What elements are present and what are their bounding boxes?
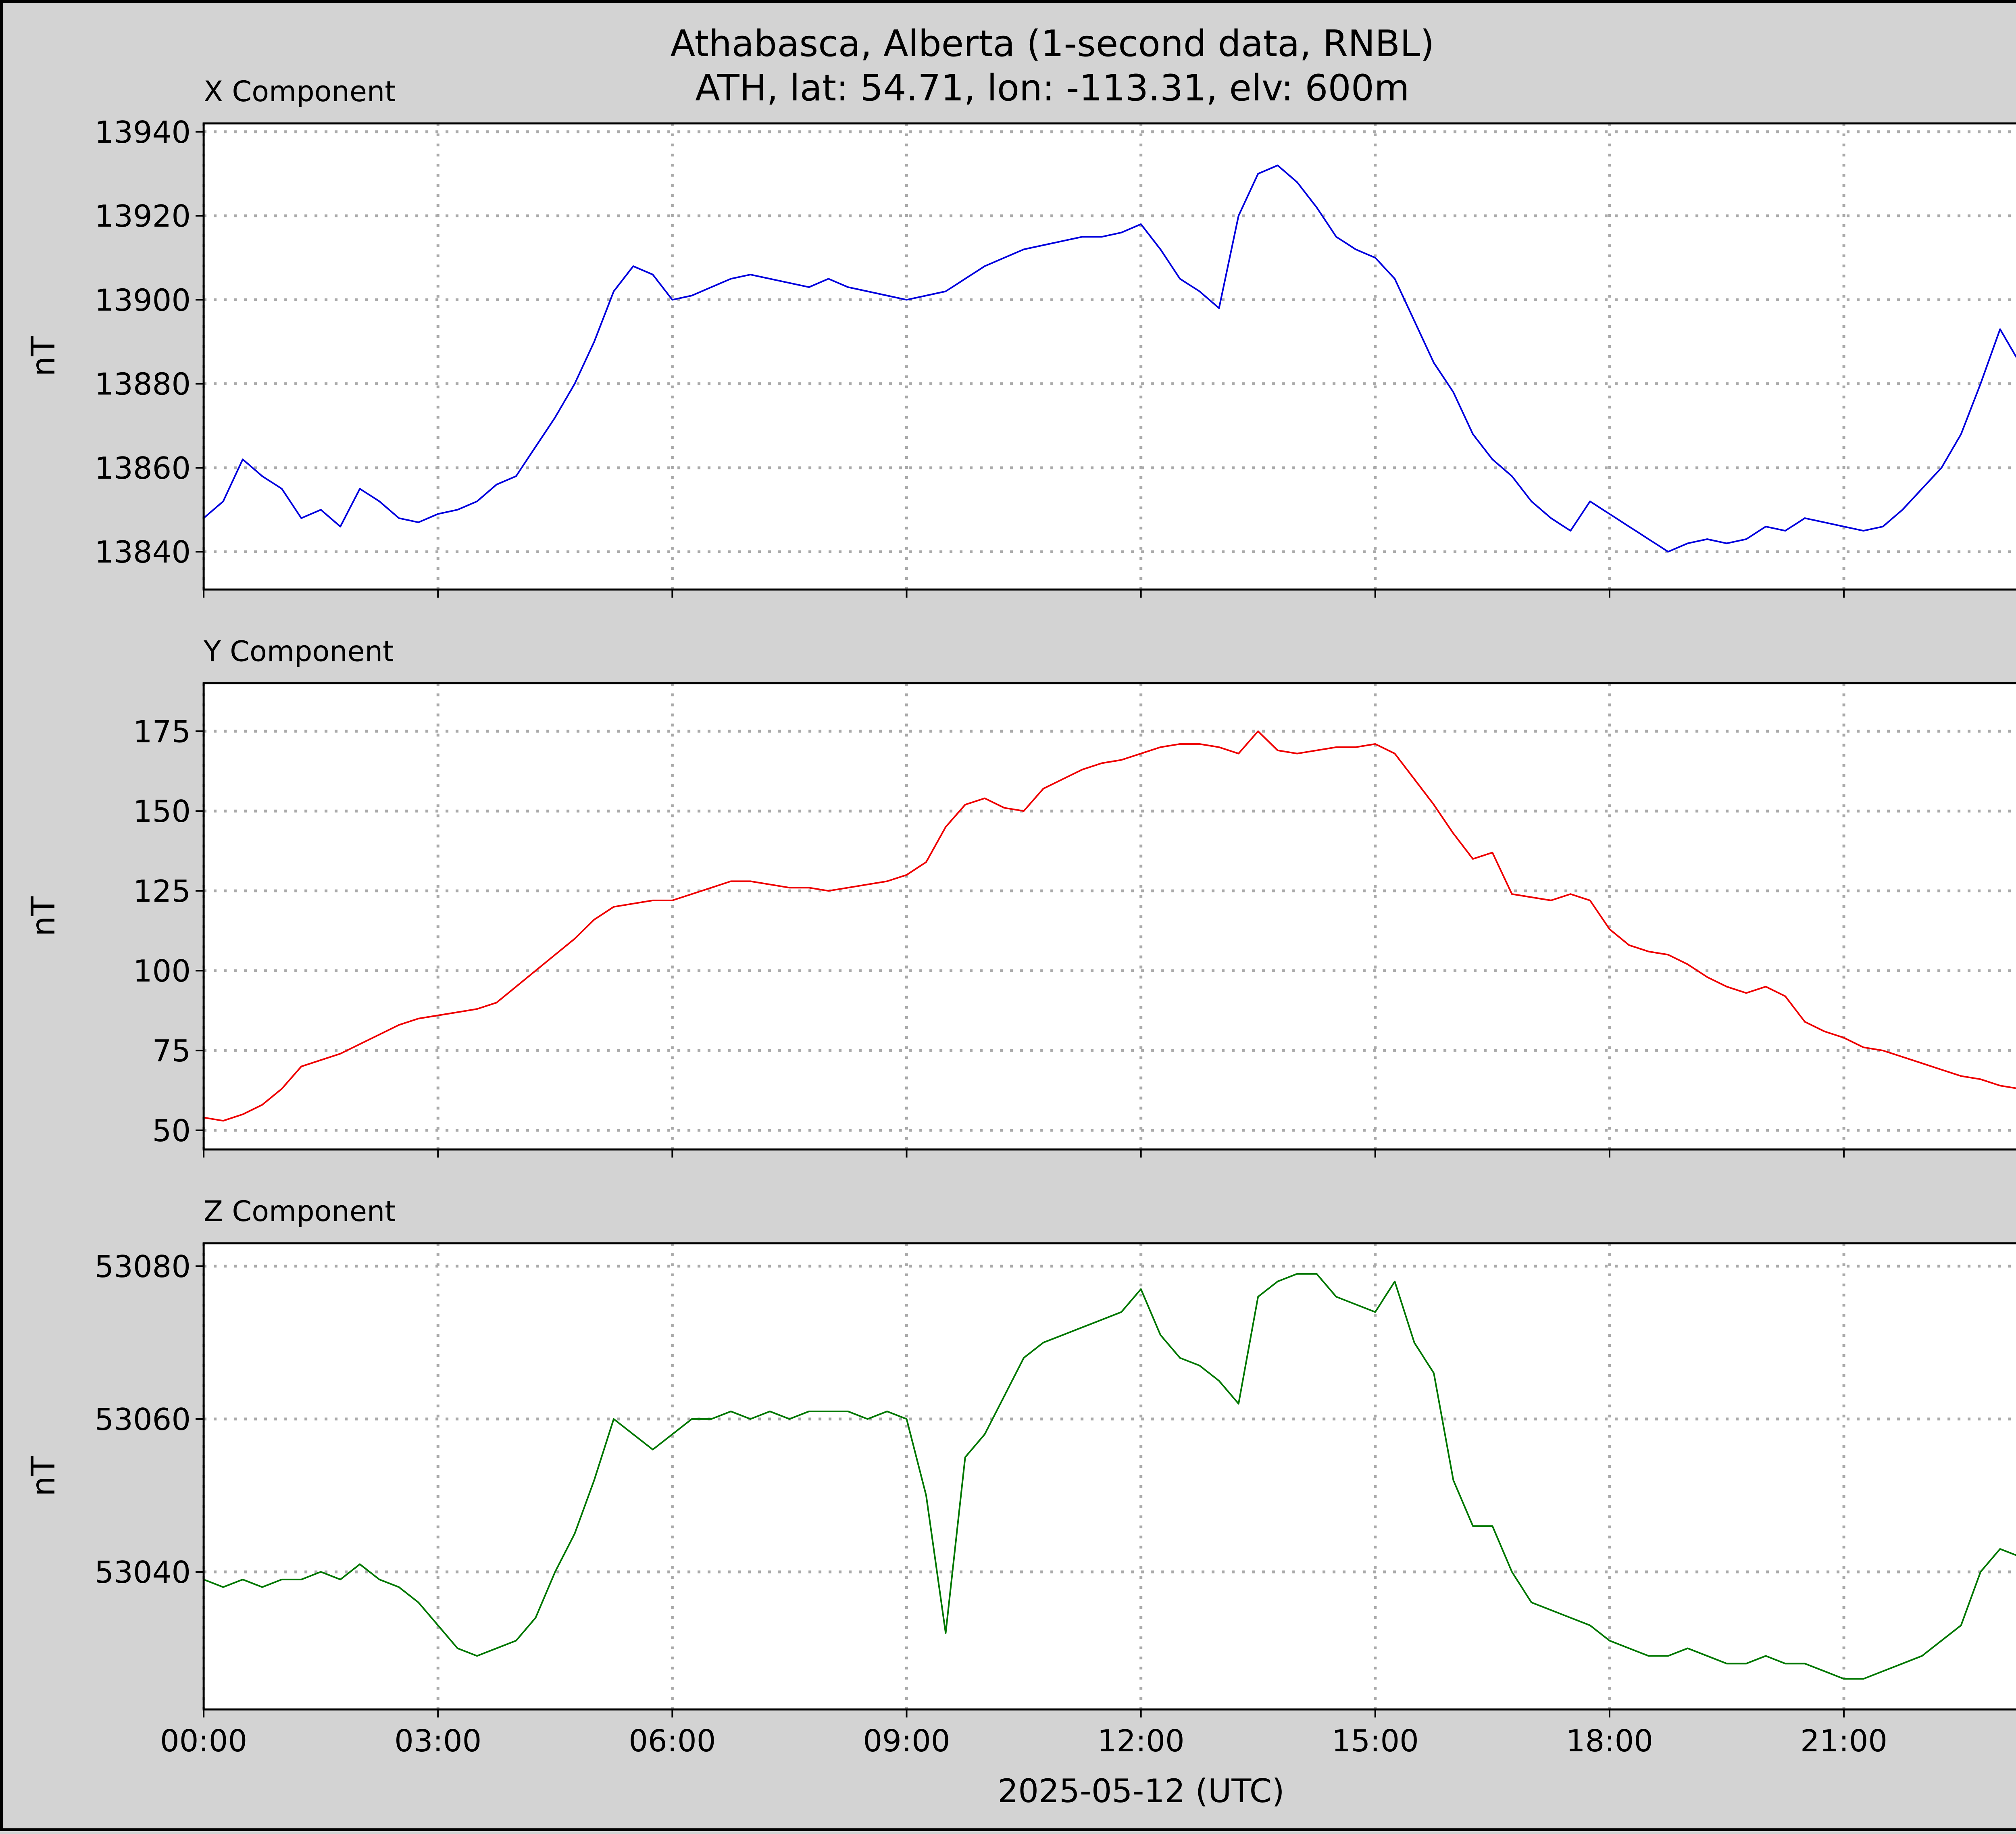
- chart-subtitle: ATH, lat: 54.71, lon: -113.31, elv: 600m: [695, 67, 1409, 109]
- y-tick-label: 13920: [95, 198, 191, 234]
- y-tick-label: 53080: [95, 1249, 191, 1284]
- plot-area: [204, 1243, 2016, 1710]
- x-tick-label: 06:00: [629, 1723, 716, 1759]
- x-tick-label: 09:00: [863, 1723, 950, 1759]
- x-tick-label: 00:00: [160, 1723, 247, 1759]
- series-line: [203, 165, 2016, 553]
- y-axis-label: nT: [25, 1456, 62, 1496]
- y-tick-label: 125: [133, 873, 191, 909]
- panel-z-component: 53040 53060 53080 00:00 03:00 06:00 09:00 12:00…: [25, 1195, 2016, 1759]
- panel-x-component: 13840 13860 13880 13900 13920 13940 X Componen…: [25, 75, 2016, 598]
- y-tick-label: 13880: [95, 367, 191, 402]
- series-line: [203, 1273, 2016, 1680]
- y-tick-label: 100: [133, 953, 191, 989]
- panel-title: X Component: [204, 75, 396, 108]
- y-axis-label: nT: [25, 336, 62, 377]
- x-tick-label: 03:00: [394, 1723, 481, 1759]
- panel-title: Z Component: [204, 1195, 396, 1228]
- panels: 13840 13860 13880 13900 13920 13940 X Componen…: [25, 75, 2016, 1759]
- y-tick-label: 53040: [95, 1555, 191, 1590]
- x-tick-label: 18:00: [1566, 1723, 1653, 1759]
- panel-title: Y Component: [203, 635, 394, 668]
- magnetometer-chart: Athabasca, Alberta (1-second data, RNBL)…: [25, 23, 2016, 1810]
- x-tick-label: 12:00: [1098, 1723, 1185, 1759]
- y-axis-label: nT: [25, 896, 62, 937]
- y-tick-label: 53060: [95, 1402, 191, 1437]
- y-tick-label: 13860: [95, 450, 191, 486]
- y-tick-label: 150: [133, 794, 191, 829]
- plot-area: [204, 123, 2016, 590]
- series-line: [203, 730, 2016, 1122]
- chart-title: Athabasca, Alberta (1-second data, RNBL): [671, 23, 1435, 65]
- x-axis-label: 2025-05-12 (UTC): [998, 1772, 1284, 1810]
- y-tick-label: 50: [152, 1113, 191, 1148]
- x-tick-label: 15:00: [1332, 1723, 1419, 1759]
- y-tick-label: 13840: [95, 534, 191, 570]
- plot-area: [204, 683, 2016, 1150]
- x-tick-label: 21:00: [1800, 1723, 1887, 1759]
- y-tick-label: 13940: [95, 115, 191, 150]
- y-tick-label: 13900: [95, 282, 191, 318]
- y-tick-label: 75: [152, 1033, 191, 1069]
- panel-y-component: 50 75 100 125 150 175 Y Component nT: [25, 635, 2016, 1158]
- y-tick-label: 175: [133, 714, 191, 749]
